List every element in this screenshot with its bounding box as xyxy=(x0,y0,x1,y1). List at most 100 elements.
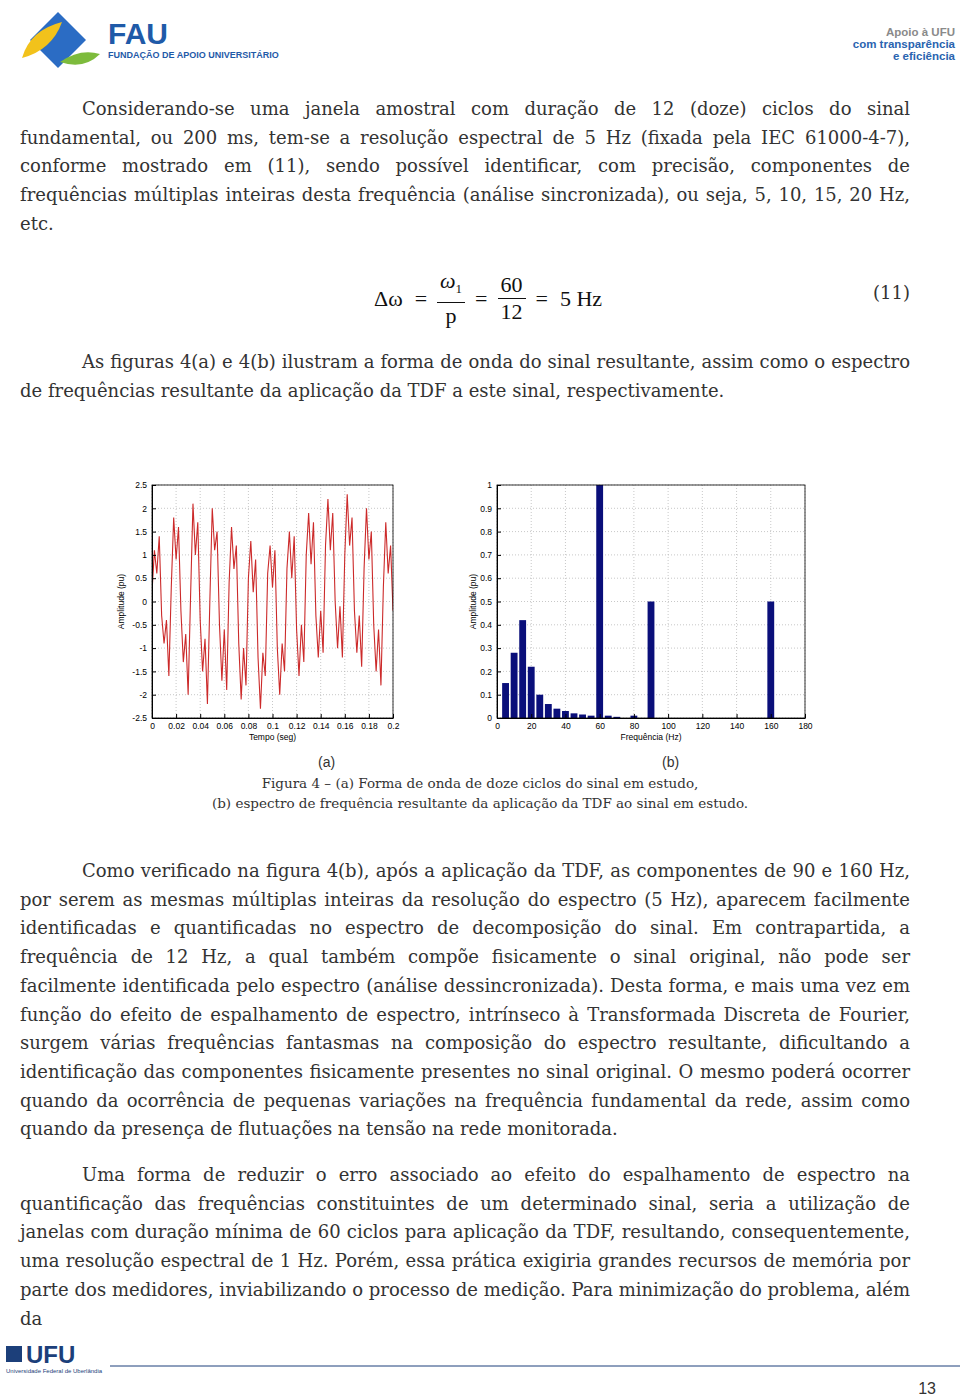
tick-mark xyxy=(702,714,703,718)
spectrum-bar xyxy=(648,602,655,719)
tick-label: 0 xyxy=(142,597,147,607)
tick-label: 180 xyxy=(798,721,812,731)
spectrum-bar xyxy=(562,711,569,718)
tick-label: 140 xyxy=(730,721,744,731)
tick: -0.5 xyxy=(132,620,156,630)
tick-label: 0.12 xyxy=(289,721,306,731)
tick: 0.4 xyxy=(480,620,501,630)
x-axis: 020406080100120140160180 xyxy=(495,714,813,731)
tick: -2.5 xyxy=(132,713,156,723)
tick-mark xyxy=(152,555,156,556)
tick-label: 0.04 xyxy=(192,721,209,731)
footer-logo: UFU xyxy=(26,1341,75,1368)
tick-label: 0.5 xyxy=(480,597,492,607)
brand-subtitle: FUNDAÇÃO DE APOIO UNIVERSITÁRIO xyxy=(108,50,279,60)
tick-mark xyxy=(668,714,669,718)
tick-mark xyxy=(771,714,772,718)
tick: -2 xyxy=(139,690,156,700)
tick: 0.12 xyxy=(289,714,306,731)
spectrum-bar xyxy=(579,715,586,718)
tick-label: 20 xyxy=(527,721,537,731)
tick: 80 xyxy=(630,714,640,731)
equation-lhs: Δω xyxy=(374,286,403,312)
tick-mark xyxy=(152,485,156,486)
tick: 0.7 xyxy=(480,550,501,560)
tick: 0.5 xyxy=(135,573,156,583)
tick: 140 xyxy=(730,714,744,731)
paragraph: Uma forma de reduzir o erro associado ao… xyxy=(20,1161,910,1333)
tick: 0 xyxy=(487,713,501,723)
tick: 1 xyxy=(487,480,501,490)
axis-line xyxy=(498,718,806,719)
spectrum-bar xyxy=(553,709,560,718)
tick-label: 120 xyxy=(696,721,710,731)
tick: 2.5 xyxy=(135,480,156,490)
grid-line xyxy=(152,671,393,672)
tick-mark xyxy=(634,714,635,718)
tick: 20 xyxy=(527,714,537,731)
spectrum-bar xyxy=(596,485,603,718)
tick: 0.06 xyxy=(217,714,234,731)
grid-line xyxy=(152,624,393,625)
tick: 0.14 xyxy=(313,714,330,731)
tick: 40 xyxy=(561,714,571,731)
tick: 160 xyxy=(764,714,778,731)
tick-mark xyxy=(497,578,501,579)
tick-label: 0.5 xyxy=(135,573,147,583)
equation-sign: = xyxy=(415,286,427,312)
tick-mark xyxy=(737,714,738,718)
fraction: 6012 xyxy=(498,272,526,325)
tick-label: 80 xyxy=(630,721,640,731)
tick-label: 0 xyxy=(495,721,500,731)
tick-mark xyxy=(565,714,566,718)
tick-label: 0 xyxy=(487,713,492,723)
spectrum-bar xyxy=(519,620,526,718)
equation-number: (11) xyxy=(860,282,910,303)
equation-result: 5 Hz xyxy=(560,286,602,312)
tick-label: 0.6 xyxy=(480,573,492,583)
tick-label: 0.9 xyxy=(480,504,492,514)
grid-line xyxy=(736,485,737,718)
logo-shape xyxy=(6,1346,22,1362)
tick-label: 0.16 xyxy=(337,721,354,731)
logo-shape xyxy=(22,22,62,58)
fraction: ω1p xyxy=(437,268,465,329)
tick: 0.2 xyxy=(388,714,400,731)
tick-label: -2.5 xyxy=(132,713,147,723)
tick-label: 0.2 xyxy=(388,721,400,731)
tick-label: -1 xyxy=(139,643,147,653)
tick-mark xyxy=(497,485,501,486)
tick-mark xyxy=(152,648,156,649)
tick: 120 xyxy=(696,714,710,731)
spectrum-bar xyxy=(511,653,518,718)
motto-line: e eficiência xyxy=(893,50,956,62)
tick: 180 xyxy=(798,714,812,731)
tick-label: 0.2 xyxy=(480,667,492,677)
tick: 0.1 xyxy=(480,690,501,700)
tick-mark xyxy=(497,508,501,509)
logo-shape xyxy=(60,52,100,64)
tick-mark xyxy=(224,714,225,718)
tick-mark xyxy=(152,602,156,603)
spectrum-bar xyxy=(502,683,509,718)
chart: 00.020.040.060.080.10.120.140.160.180.2-… xyxy=(116,480,400,742)
tick-mark xyxy=(345,714,346,718)
tick-mark xyxy=(497,695,501,696)
tick: 1.5 xyxy=(135,527,156,537)
brand: FAU xyxy=(108,17,168,50)
tick: 0.8 xyxy=(480,527,501,537)
equation-sign: = xyxy=(536,286,548,312)
subfigure-label: (b) xyxy=(662,754,679,770)
paragraph: As figuras 4(a) e 4(b) ilustram a forma … xyxy=(20,348,910,405)
tick-label: 0.8 xyxy=(480,527,492,537)
tick-label: 0.08 xyxy=(241,721,258,731)
spectrum-bar xyxy=(536,695,543,718)
grid-line xyxy=(152,508,393,509)
tick-mark xyxy=(393,714,394,718)
spectrum-bar xyxy=(528,667,535,718)
tick-label: 0.3 xyxy=(480,643,492,653)
tick-label: 160 xyxy=(764,721,778,731)
tick-label: 0.1 xyxy=(480,690,492,700)
x-axis: 00.020.040.060.080.10.120.140.160.180.2 xyxy=(150,714,400,731)
page-number: 13 xyxy=(918,1380,936,1397)
